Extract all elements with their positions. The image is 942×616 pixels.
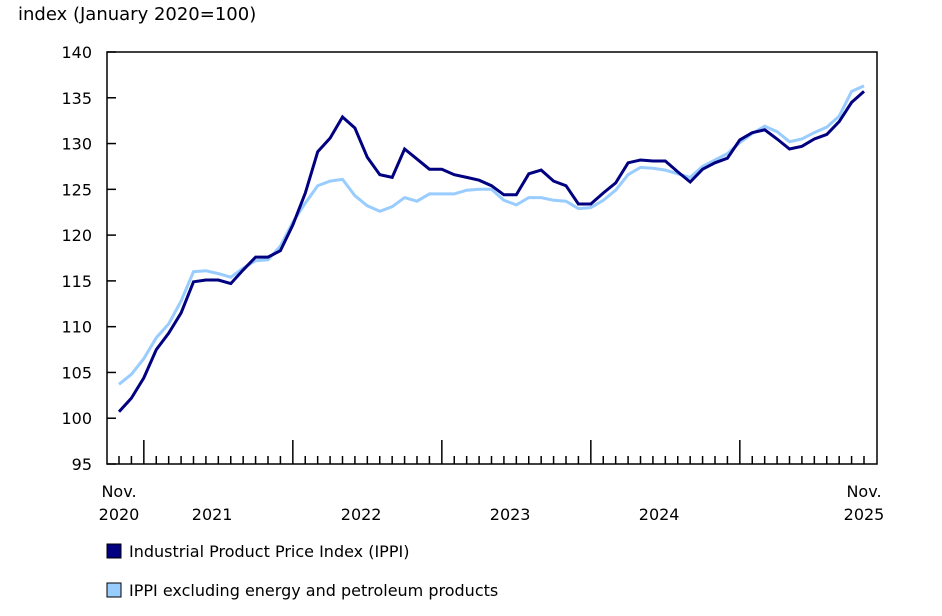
- y-tick-label: 110: [61, 318, 92, 337]
- y-axis-title: index (January 2020=100): [18, 4, 256, 25]
- legend-item-ippi-excl-energy: IPPI excluding energy and petroleum prod…: [107, 581, 498, 600]
- y-tick-label: 100: [61, 409, 92, 428]
- legend-swatch-ippi: [107, 544, 121, 558]
- x-tick-label-month: Nov.: [846, 482, 881, 501]
- y-axis: 95 100 105 110 115 120 125 130 135 140: [61, 43, 116, 474]
- x-axis: Nov. 2020 2021 2022 2023 2024 Nov. 2025: [99, 440, 885, 524]
- y-tick-label: 95: [72, 455, 92, 474]
- legend: Industrial Product Price Index (IPPI) IP…: [107, 542, 498, 600]
- series-line-ippi-excl-energy: [119, 86, 864, 384]
- series-lines: [119, 86, 864, 412]
- x-tick-label-year: 2022: [341, 505, 382, 524]
- legend-label-ippi: Industrial Product Price Index (IPPI): [129, 542, 409, 561]
- x-tick-label-year: 2021: [192, 505, 233, 524]
- y-tick-label: 135: [61, 89, 92, 108]
- y-tick-label: 130: [61, 135, 92, 154]
- x-tick-label-month: Nov.: [101, 482, 136, 501]
- series-line-ippi: [119, 91, 864, 411]
- x-tick-label-year: 2020: [99, 505, 140, 524]
- y-tick-label: 105: [61, 363, 92, 382]
- legend-swatch-ippi-excl-energy: [107, 583, 121, 597]
- y-tick-label: 140: [61, 43, 92, 62]
- x-tick-label-year: 2024: [639, 505, 680, 524]
- legend-item-ippi: Industrial Product Price Index (IPPI): [107, 542, 409, 561]
- x-tick-label-year: 2025: [844, 505, 885, 524]
- legend-label-ippi-excl-energy: IPPI excluding energy and petroleum prod…: [129, 581, 498, 600]
- plot-frame: [107, 52, 877, 464]
- y-tick-label: 115: [61, 272, 92, 291]
- y-tick-label: 120: [61, 226, 92, 245]
- y-tick-label: 125: [61, 180, 92, 199]
- x-tick-label-year: 2023: [490, 505, 531, 524]
